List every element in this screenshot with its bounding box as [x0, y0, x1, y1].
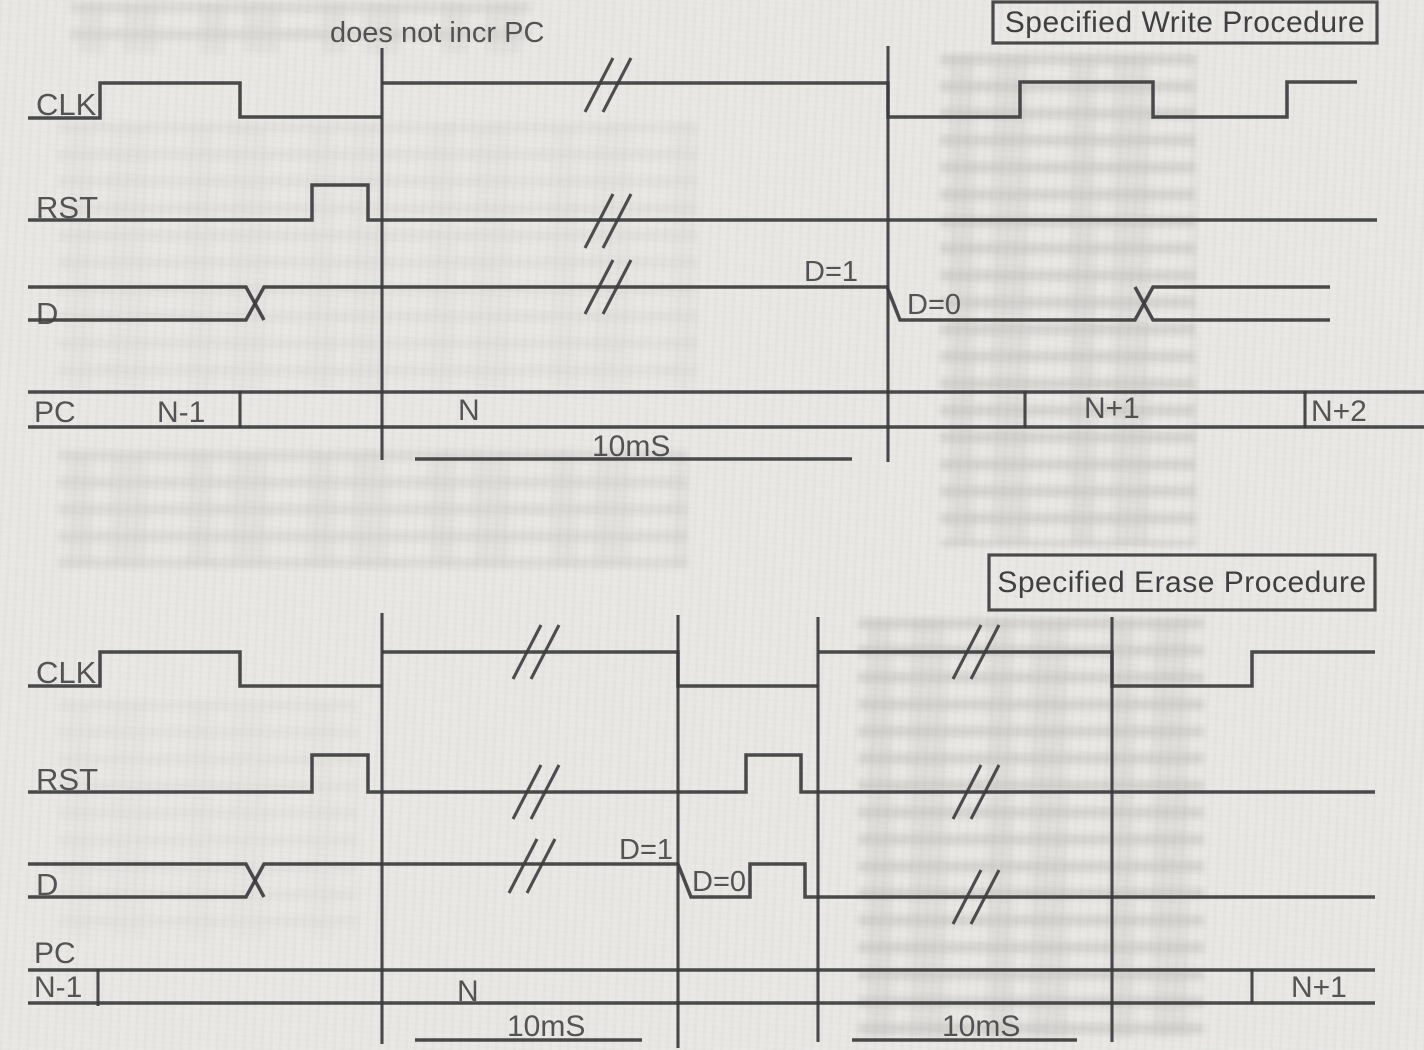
erase-clk-wave-b [382, 650, 818, 688]
write-d-equals-1-label: D=1 [804, 256, 858, 288]
erase-rst-break-2-slash [951, 764, 983, 820]
erase-d-wave-upper [28, 862, 266, 898]
write-clk-wave-b [382, 80, 1357, 119]
erase-d-equals-0-label: D=0 [692, 866, 746, 898]
erase-clk-break-2-slash [969, 624, 1001, 680]
write-d-label: D [36, 296, 58, 331]
erase-d-break-1-slash [525, 838, 557, 894]
erase-clk-wave-c [818, 650, 1375, 688]
write-d-wave-lower [1133, 286, 1330, 322]
write-pc-label: PC [34, 396, 76, 429]
write-procedure-title: Specified Write Procedure [1004, 5, 1366, 39]
write-d-wave-upper [28, 285, 266, 321]
erase-d-wave-main [28, 862, 1375, 899]
erase-d-label: D [36, 867, 58, 902]
write-pc-value-n-minus-1: N-1 [157, 396, 205, 429]
erase-pc-value-n: N [457, 975, 479, 1008]
erase-rst-break-1-slash [511, 764, 543, 820]
annotation-does-not-incr-pc: does not incr PC [330, 17, 544, 49]
write-rst-wave [28, 183, 1377, 222]
erase-rst-break-1-slash [529, 764, 561, 820]
write-pc-value-n-plus-1: N+1 [1084, 392, 1140, 425]
write-d-equals-0-label: D=0 [907, 289, 961, 321]
write-title-box [991, 0, 1379, 45]
erase-d-equals-1-label: D=1 [619, 834, 673, 866]
erase-clk-break-2-slash [951, 624, 983, 680]
erase-rst-label: RST [36, 762, 98, 797]
erase-clk-break-1-slash [529, 624, 561, 680]
erase-10ms-label-2: 10mS [942, 1010, 1020, 1043]
write-d-wave-main [28, 285, 1330, 322]
erase-clk-label: CLK [36, 655, 97, 690]
erase-procedure-title: Specified Erase Procedure [997, 565, 1367, 599]
erase-rst-wave [28, 753, 1375, 794]
erase-d-break-1-slash [507, 838, 539, 894]
erase-d-break-2-slash [951, 869, 983, 925]
erase-10ms-label-1: 10mS [507, 1010, 585, 1043]
write-pc-value-n: N [458, 394, 480, 427]
write-d-break-slash [583, 259, 615, 315]
write-10ms-label: 10mS [592, 430, 670, 463]
write-d-break-slash [601, 259, 633, 315]
write-pc-value-n-plus-2: N+2 [1311, 395, 1367, 428]
erase-title-box [987, 553, 1377, 612]
erase-clk-break-1-slash [511, 624, 543, 680]
erase-pc-value-n-plus-1: N+1 [1291, 971, 1347, 1004]
erase-clk-wave-a [28, 650, 382, 688]
erase-d-break-2-slash [969, 869, 1001, 925]
erase-pc-value-n-minus-1: N-1 [34, 971, 82, 1004]
erase-pc-label: PC [34, 937, 76, 970]
write-clk-break-slash [601, 57, 633, 113]
write-clk-label: CLK [36, 87, 97, 122]
write-rst-label: RST [36, 190, 98, 225]
write-rst-break-slash [583, 193, 615, 249]
write-clk-wave-a [28, 81, 382, 120]
write-rst-break-slash [601, 193, 633, 249]
write-clk-break-slash [583, 57, 615, 113]
erase-rst-break-2-slash [969, 764, 1001, 820]
